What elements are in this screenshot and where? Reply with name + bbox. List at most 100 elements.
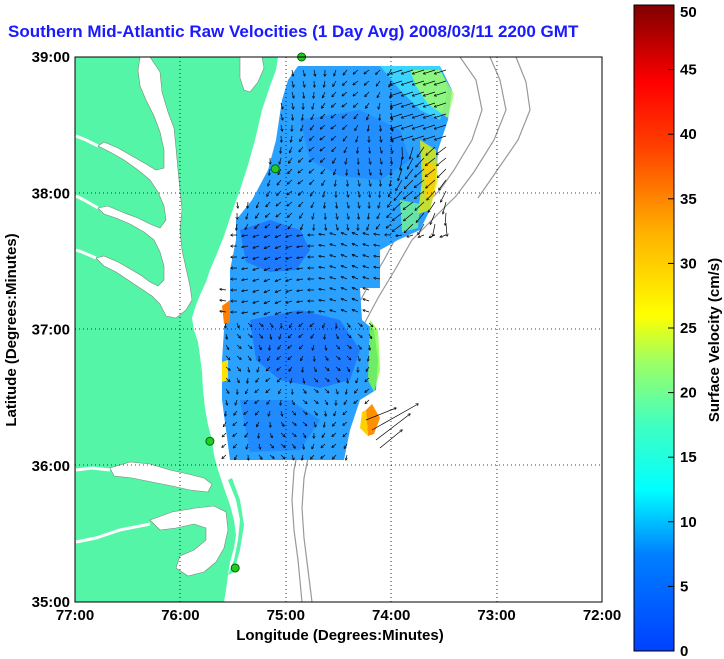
radar-station-marker xyxy=(205,436,215,446)
velocity-vector xyxy=(415,190,425,198)
velocity-vector xyxy=(279,157,282,164)
velocity-vector xyxy=(426,179,436,188)
velocity-vector xyxy=(288,223,293,229)
velocity-vector xyxy=(426,146,436,155)
velocity-vector xyxy=(303,91,304,98)
velocity-vector xyxy=(367,113,370,120)
velocity-vector xyxy=(319,234,326,235)
radar-stations xyxy=(205,52,307,573)
velocity-vector xyxy=(375,414,410,441)
velocity-vector xyxy=(269,322,273,327)
velocity-vector xyxy=(347,223,348,230)
velocity-vector xyxy=(341,255,348,258)
velocity-vector xyxy=(380,135,381,142)
velocity-vector xyxy=(324,333,325,339)
velocity-vector xyxy=(402,102,414,107)
velocity-vector xyxy=(371,404,418,431)
velocity-vector xyxy=(365,377,370,381)
velocity-vector xyxy=(347,190,348,197)
velocity-vector xyxy=(224,421,227,426)
velocity-vector xyxy=(242,312,249,313)
velocity-vector xyxy=(365,91,370,96)
velocity-vector xyxy=(369,146,370,153)
velocity-vector xyxy=(324,80,325,87)
velocity-vector xyxy=(298,168,304,173)
velocity-vector xyxy=(258,322,263,326)
velocity-vector xyxy=(301,124,304,131)
velocity-vector xyxy=(299,146,304,152)
velocity-vector xyxy=(266,201,271,207)
velocity-vector xyxy=(302,113,303,120)
velocity-vector xyxy=(226,333,227,339)
velocity-vector xyxy=(226,399,227,405)
velocity-vector xyxy=(320,124,326,129)
velocity-vector xyxy=(310,124,315,130)
velocity-vector xyxy=(286,289,293,292)
velocity-vector xyxy=(291,91,294,98)
velocity-vector xyxy=(268,410,270,416)
velocity-vector xyxy=(255,399,260,403)
velocity-vector xyxy=(424,69,436,74)
velocity-vector xyxy=(398,168,403,180)
velocity-vector xyxy=(242,301,249,302)
velocity-vector xyxy=(334,69,337,76)
velocity-vector xyxy=(222,454,227,458)
velocity-vector xyxy=(289,333,293,338)
bathymetry-contour xyxy=(301,57,507,602)
velocity-vector xyxy=(313,388,318,392)
velocity-vector xyxy=(374,245,381,246)
velocity-vector xyxy=(324,388,329,393)
plot-frame xyxy=(74,56,603,603)
velocity-vector xyxy=(290,377,292,383)
velocity-vector xyxy=(245,399,249,404)
velocity-vector xyxy=(303,80,305,87)
velocity-vector xyxy=(343,135,348,141)
velocity-vector xyxy=(236,366,240,371)
velocity-vector xyxy=(345,157,347,164)
velocity-vector xyxy=(325,344,326,350)
velocity-vectors xyxy=(220,69,447,460)
y-tick-label: 37:00 xyxy=(32,322,70,339)
velocity-vector xyxy=(343,432,348,436)
velocity-vector xyxy=(389,190,392,197)
velocity-vector xyxy=(236,333,240,338)
x-tick-label: 73:00 xyxy=(477,607,515,624)
velocity-vector xyxy=(368,333,372,338)
velocity-vector xyxy=(346,322,350,327)
velocity-vector xyxy=(393,201,403,210)
velocity-vector xyxy=(368,212,369,219)
radar-station-marker xyxy=(230,563,240,573)
velocity-vector xyxy=(297,257,304,258)
velocity-vector xyxy=(435,80,447,85)
velocity-vector xyxy=(413,135,425,140)
velocity-vector xyxy=(289,366,293,371)
velocity-vector xyxy=(312,443,315,449)
velocity-vector xyxy=(268,179,271,186)
delaware-bay xyxy=(239,57,265,93)
velocity-vector xyxy=(352,310,359,313)
velocity-vector xyxy=(253,278,260,281)
velocity-vector xyxy=(297,301,304,302)
velocity-vector xyxy=(357,333,362,337)
velocity-vector xyxy=(291,421,296,425)
velocity-vector xyxy=(435,91,447,96)
velocity-vector xyxy=(297,246,304,247)
velocity-vector xyxy=(279,388,282,393)
velocity-vector xyxy=(313,366,316,371)
velocity-vector xyxy=(235,454,238,459)
velocity-vector xyxy=(280,146,281,153)
velocity-vector xyxy=(402,69,414,74)
velocity-vector xyxy=(413,113,425,118)
velocity-vector xyxy=(275,289,282,292)
colorbar-label: Surface Velocity (cm/s) xyxy=(706,258,723,422)
velocity-vector xyxy=(332,102,337,107)
velocity-vector xyxy=(416,212,425,222)
velocity-vector xyxy=(402,135,414,140)
velocity-vector xyxy=(302,454,303,460)
velocity-vector xyxy=(363,288,370,291)
y-axis-label: Latitude (Degrees:Minutes) xyxy=(3,233,20,426)
velocity-vector xyxy=(280,432,285,436)
velocity-vector xyxy=(287,179,293,184)
velocity-vector xyxy=(363,299,370,302)
velocity-vector xyxy=(352,277,359,280)
